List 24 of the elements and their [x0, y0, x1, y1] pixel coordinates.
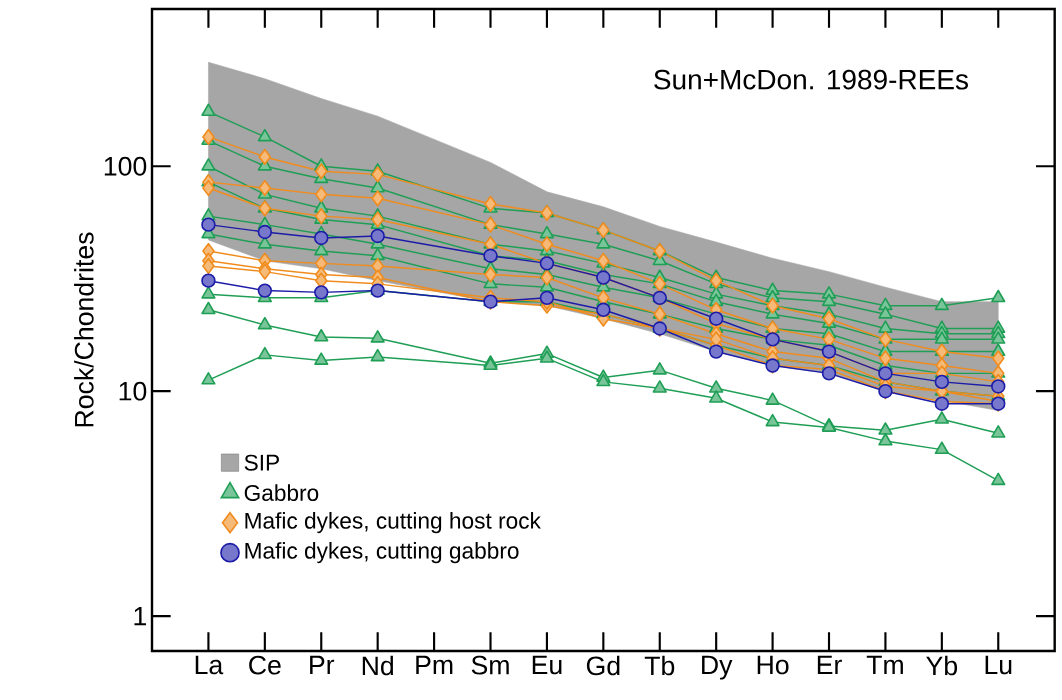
x-tick-label: Nd [362, 655, 393, 676]
legend-label: Gabbro [244, 484, 319, 501]
x-tick-label: Gd [586, 655, 620, 676]
x-tick-label: Tb [644, 655, 675, 676]
x-tick-label: Pr [310, 655, 335, 675]
annotation: Sun+McDon. 1989-REEs [654, 69, 968, 90]
x-tick-label: Er [817, 655, 842, 675]
x-tick-label: Ho [757, 655, 789, 675]
x-tick-label: Tm [866, 655, 903, 675]
x-tick-label: La [195, 655, 224, 675]
legend-label: Mafic dykes, cutting gabbro [245, 542, 519, 564]
y-axis-title: Rock/Chondrites [74, 232, 94, 427]
x-tick-label: Lu [985, 655, 1012, 675]
y-tick-label: 100 [104, 156, 147, 176]
x-tick-label: Yb [926, 655, 958, 676]
x-tick-label: Sm [471, 655, 509, 675]
x-tick-label: Pm [416, 655, 453, 675]
y-tick-label: 1 [134, 606, 146, 626]
legend-label: Mafic dykes, cutting host rock [245, 512, 541, 534]
legend-label: SIP [244, 454, 279, 471]
x-tick-label: Eu [532, 655, 562, 675]
x-tick-label: Ce [249, 655, 281, 675]
y-tick-label: 10 [119, 381, 147, 401]
x-tick-label: Dy [702, 655, 733, 680]
